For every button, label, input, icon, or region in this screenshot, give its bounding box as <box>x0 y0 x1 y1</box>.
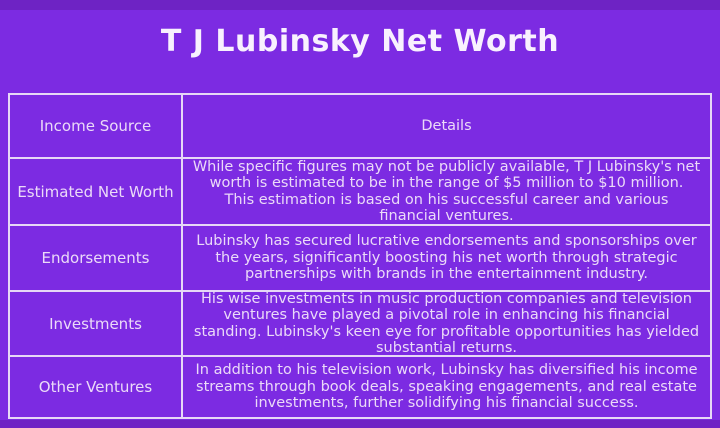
row-investments-source: Investments <box>10 292 183 357</box>
page-title: T J Lubinsky Net Worth <box>160 24 560 59</box>
details-text: While specific figures may not be public… <box>192 158 701 224</box>
row-other-ventures-details: In addition to his television work, Lubi… <box>183 357 710 417</box>
row-investments-details: His wise investments in music production… <box>183 290 710 357</box>
details-text: Lubinsky has secured lucrative endorseme… <box>196 233 697 283</box>
details-text: In addition to his television work, Lubi… <box>195 362 698 412</box>
row-endorsements-source: Endorsements <box>10 226 183 292</box>
bottom-edge-strip <box>0 420 720 428</box>
row-endorsements-details: Lubinsky has secured lucrative endorseme… <box>183 226 710 292</box>
details-text: His wise investments in music production… <box>193 290 700 356</box>
top-edge-strip <box>0 0 720 10</box>
column-header-income-source: Income Source <box>10 95 183 159</box>
row-estimated-net-worth-source: Estimated Net Worth <box>10 159 183 226</box>
column-header-details: Details <box>183 95 710 159</box>
row-estimated-net-worth-details: While specific figures may not be public… <box>183 159 710 226</box>
net-worth-table: Income Source Details Estimated Net Wort… <box>8 93 712 419</box>
row-other-ventures-source: Other Ventures <box>10 357 183 417</box>
